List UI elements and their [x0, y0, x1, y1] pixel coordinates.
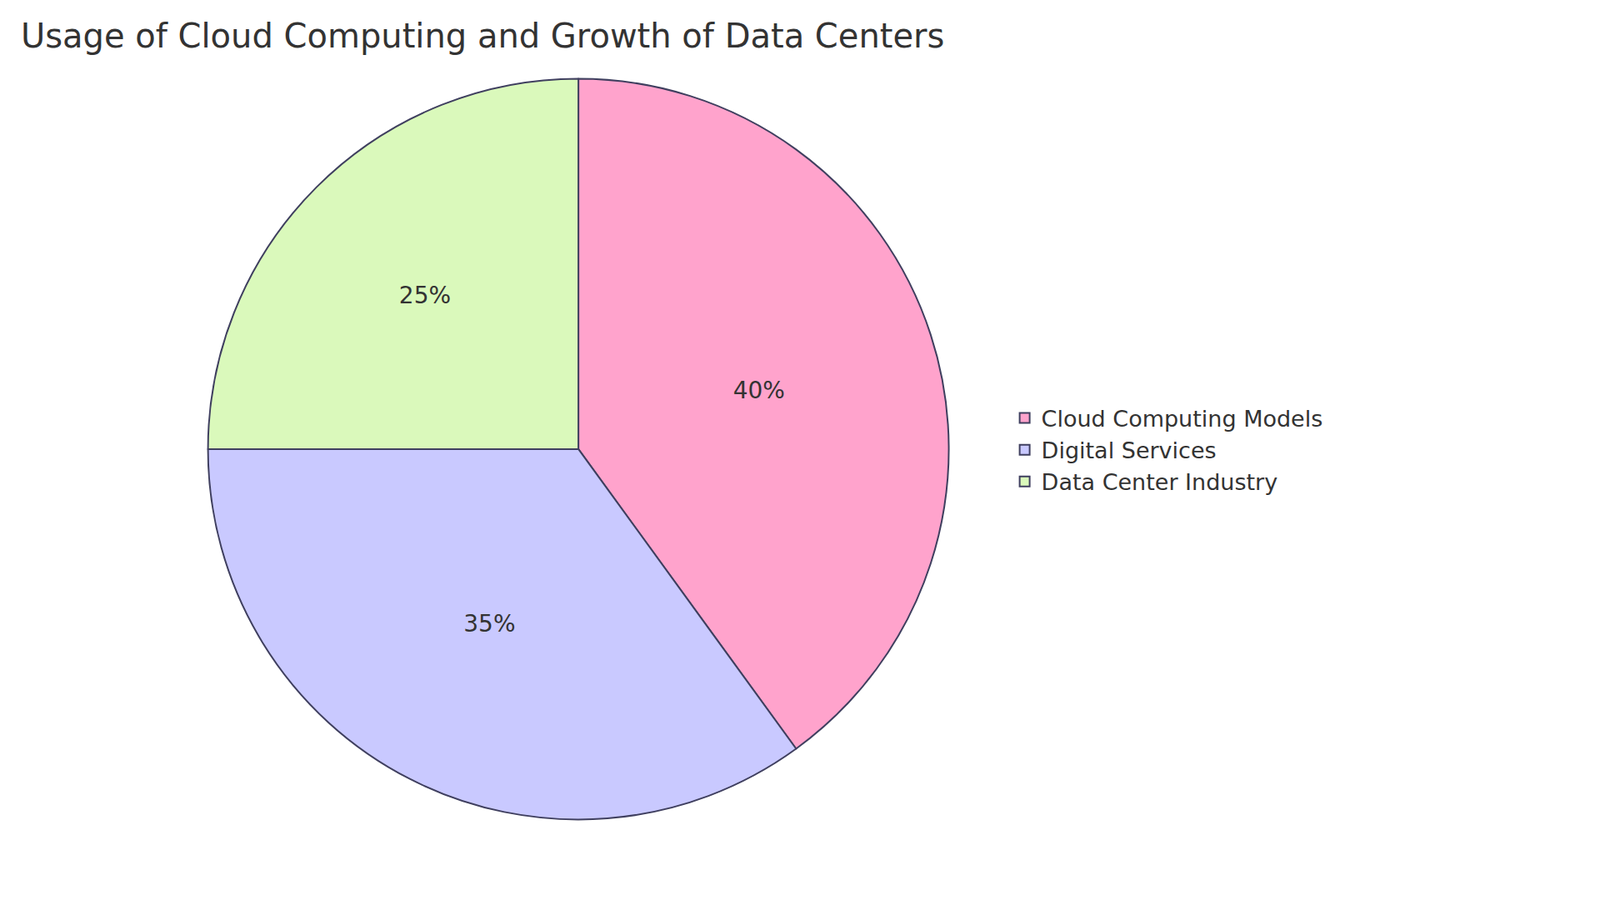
svg-text:Data Center Industry: Data Center Industry [1041, 469, 1279, 495]
svg-text:35%: 35% [463, 610, 515, 638]
svg-text:Digital Services: Digital Services [1041, 437, 1217, 464]
svg-text:Usage of Cloud Computing and G: Usage of Cloud Computing and Growth of D… [20, 16, 945, 55]
svg-text:25%: 25% [399, 281, 451, 310]
svg-text:40%: 40% [733, 376, 785, 405]
svg-text:Cloud Computing Models: Cloud Computing Models [1041, 405, 1324, 432]
